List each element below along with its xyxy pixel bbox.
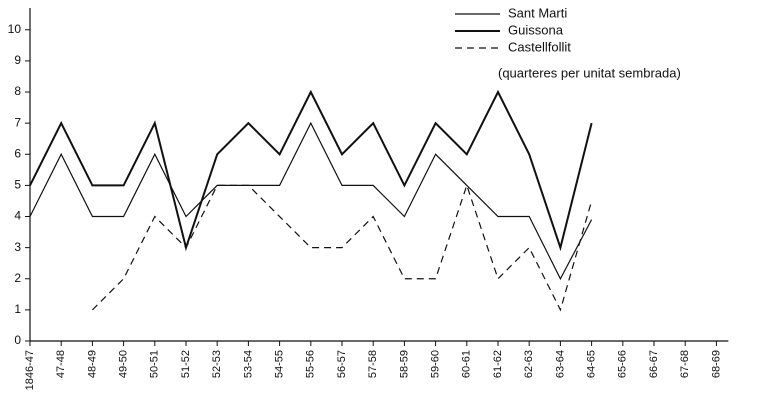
series-line	[91, 183, 593, 312]
y-tick-label: 1	[14, 302, 21, 316]
y-tick-label: 4	[14, 209, 21, 223]
x-tick-label: 56-57	[336, 350, 348, 378]
x-tick-label: 65-66	[617, 350, 629, 378]
series-line	[29, 89, 593, 252]
y-tick-label: 9	[14, 53, 21, 67]
series-line	[29, 121, 593, 281]
y-tick-label: 3	[14, 240, 21, 254]
y-tick-label: 0	[14, 333, 21, 347]
y-tick-label: 2	[14, 271, 21, 285]
x-tick-label: 63-64	[554, 350, 566, 378]
y-tick-label: 8	[14, 84, 21, 98]
legend-label: Castellfollit	[508, 39, 571, 54]
y-tick-label: 5	[14, 178, 21, 192]
legend-label: Sant Marti	[508, 5, 567, 20]
x-tick-label: 53-54	[242, 350, 254, 378]
x-tick-label: 50-51	[149, 350, 161, 378]
x-tick-label: 68-69	[710, 350, 722, 378]
x-tick-label: 67-68	[679, 350, 691, 378]
x-tick-label: 58-59	[398, 350, 410, 378]
x-tick-label: 51-52	[180, 350, 192, 378]
y-tick-label: 10	[8, 22, 22, 36]
x-tick-label: 66-67	[648, 350, 660, 378]
x-tick-label: 54-55	[274, 350, 286, 378]
y-tick-label: 7	[14, 115, 21, 129]
x-tick-label: 62-63	[523, 350, 535, 378]
x-tick-label: 47-48	[55, 350, 67, 378]
x-tick-label: 60-61	[461, 350, 473, 378]
x-tick-label: 48-49	[86, 350, 98, 378]
y-tick-label: 6	[14, 146, 21, 160]
x-tick-label: 57-58	[367, 350, 379, 378]
x-tick-label: 49-50	[118, 350, 130, 378]
x-tick-label: 61-62	[492, 350, 504, 378]
x-tick-label: 52-53	[211, 350, 223, 378]
x-tick-label: 1846-47	[24, 350, 36, 390]
annotation: (quarteres per unitat sembrada)	[498, 65, 681, 80]
x-tick-label: 55-56	[305, 350, 317, 378]
x-tick-label: 59-60	[430, 350, 442, 378]
legend-label: Guissona	[508, 22, 564, 37]
x-tick-label: 64-65	[586, 350, 598, 378]
